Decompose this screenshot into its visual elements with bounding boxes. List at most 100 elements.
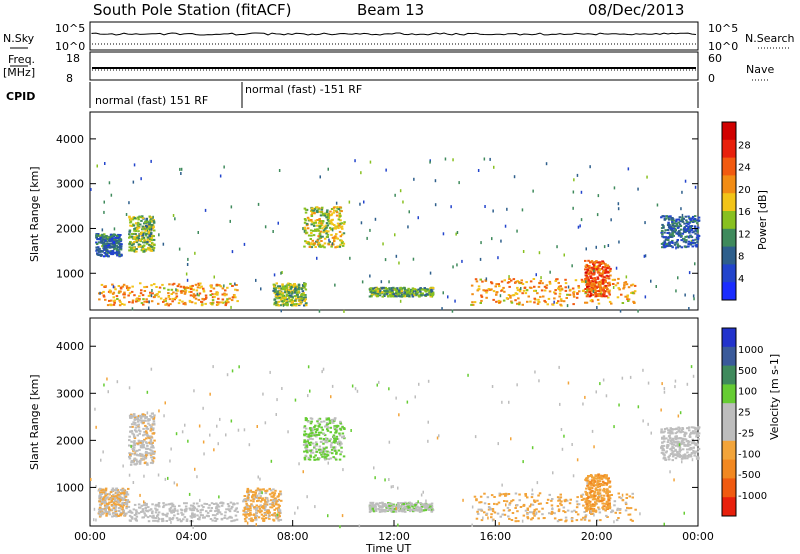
data-point: [576, 458, 579, 462]
data-point: [218, 284, 221, 287]
data-point: [508, 285, 511, 288]
data-point: [598, 261, 602, 264]
data-point: [303, 207, 307, 210]
data-point: [522, 250, 525, 253]
data-point: [593, 271, 596, 274]
data-point: [660, 451, 664, 454]
data-point: [548, 290, 552, 293]
data-point: [607, 265, 610, 268]
data-point: [131, 307, 134, 311]
data-point: [577, 285, 580, 288]
data-point: [524, 493, 527, 496]
data-point: [565, 519, 568, 522]
data-point: [105, 240, 109, 243]
data-point: [105, 514, 108, 517]
data-point: [136, 449, 139, 452]
data-point: [388, 288, 391, 291]
data-point: [310, 434, 313, 437]
data-point: [596, 479, 600, 482]
data-point: [326, 215, 330, 218]
data-point: [419, 292, 423, 295]
data-point: [122, 293, 125, 296]
data-point: [185, 272, 188, 276]
data-point: [224, 304, 227, 307]
data-point: [603, 292, 606, 295]
data-point: [602, 489, 605, 492]
data-point: [481, 280, 484, 283]
data-point: [196, 292, 199, 296]
data-point: [153, 295, 156, 298]
data-point: [376, 292, 379, 295]
data-point: [593, 497, 596, 500]
data-point: [322, 229, 326, 232]
data-point: [576, 173, 579, 177]
data-point: [132, 461, 135, 464]
data-point: [677, 426, 680, 429]
data-point: [257, 509, 260, 512]
data-point: [136, 442, 139, 445]
data-point: [535, 508, 538, 511]
data-point: [429, 271, 432, 275]
data-point: [607, 290, 611, 293]
data-point: [315, 206, 319, 209]
data-point: [150, 227, 153, 231]
data-point: [106, 512, 110, 515]
data-point: [690, 225, 694, 227]
data-point: [549, 270, 551, 274]
data-point: [111, 512, 115, 515]
data-point: [388, 502, 392, 505]
data-point: [308, 246, 312, 248]
data-point: [690, 448, 693, 451]
data-point: [696, 230, 699, 233]
data-point: [128, 444, 131, 447]
data-point: [471, 293, 474, 296]
data-point: [232, 519, 235, 522]
data-point: [161, 513, 165, 516]
data-point: [310, 234, 313, 237]
data-point: [610, 511, 613, 514]
data-point: [674, 435, 677, 438]
data-point: [140, 511, 143, 513]
data-point: [149, 508, 153, 511]
data-point: [133, 437, 137, 440]
data-point: [153, 439, 156, 442]
y-tick-label: 1000: [56, 267, 84, 280]
data-point: [508, 278, 511, 280]
data-point: [204, 298, 207, 300]
data-point: [307, 420, 310, 423]
data-point: [597, 506, 600, 509]
data-point: [269, 489, 273, 492]
data-point: [140, 289, 143, 292]
data-point: [520, 279, 523, 282]
data-point: [684, 179, 687, 183]
data-point: [334, 283, 336, 287]
data-point: [517, 297, 520, 300]
data-point: [672, 439, 675, 442]
data-point: [323, 246, 326, 249]
data-point: [685, 239, 688, 242]
data-point: [150, 249, 153, 252]
data-point: [414, 290, 418, 293]
data-point: [599, 285, 602, 288]
data-point: [592, 280, 595, 283]
data-point: [305, 304, 308, 307]
data-point: [697, 447, 701, 450]
data-point: [141, 442, 144, 445]
data-point: [148, 233, 151, 235]
data-point: [150, 216, 153, 219]
data-point: [150, 449, 153, 452]
data-point: [342, 242, 346, 245]
data-point: [683, 438, 686, 441]
data-point: [268, 512, 271, 515]
data-point: [137, 439, 141, 442]
data-point: [368, 295, 372, 298]
data-point: [114, 505, 118, 508]
data-point: [333, 448, 337, 451]
data-point: [116, 499, 120, 502]
data-point: [230, 205, 233, 209]
data-point: [141, 217, 145, 220]
data-point: [676, 239, 679, 241]
data-point: [669, 470, 671, 474]
data-point: [143, 231, 146, 234]
